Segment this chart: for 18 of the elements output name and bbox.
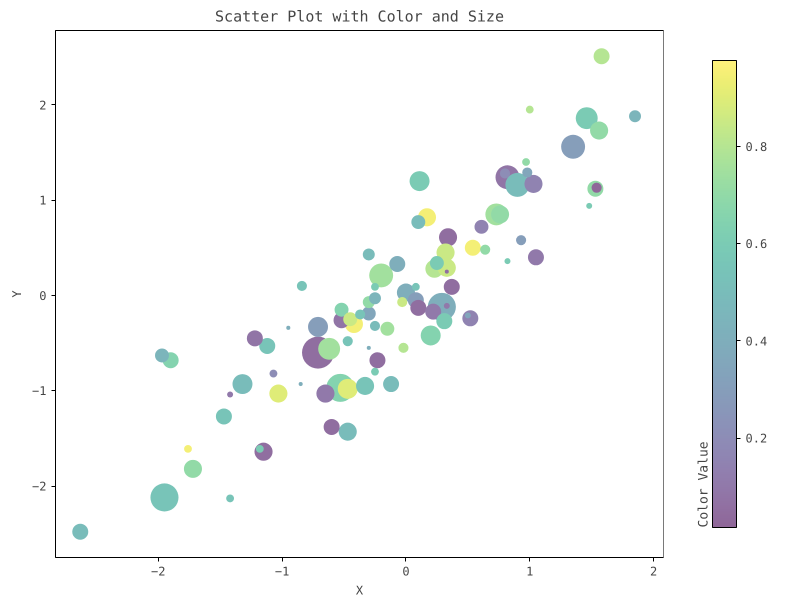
chart-title: Scatter Plot with Color and Size	[215, 8, 504, 26]
color-bar-label: 0.4	[746, 334, 768, 348]
x-tick-label: 0	[402, 564, 410, 578]
y-tick-label: 0	[39, 288, 47, 303]
y-tick-label: −1	[32, 384, 47, 398]
x-tick-label: −2	[151, 564, 166, 578]
x-tick-label: −1	[274, 564, 290, 578]
y-tick-label: 1	[39, 194, 47, 208]
x-tick-label: 2	[650, 564, 658, 578]
y-axis-title: Y	[10, 290, 24, 298]
color-bar-title: Color Value	[696, 441, 712, 528]
color-bar-label: 0.8	[746, 140, 768, 154]
x-tick-label: 1	[526, 564, 534, 578]
y-tick-label: −2	[32, 480, 47, 494]
color-bar-label: 0.6	[746, 237, 768, 252]
color-bar-label: 0.2	[746, 432, 768, 446]
x-axis-title: X	[356, 584, 364, 598]
y-tick-label: 2	[39, 98, 47, 112]
